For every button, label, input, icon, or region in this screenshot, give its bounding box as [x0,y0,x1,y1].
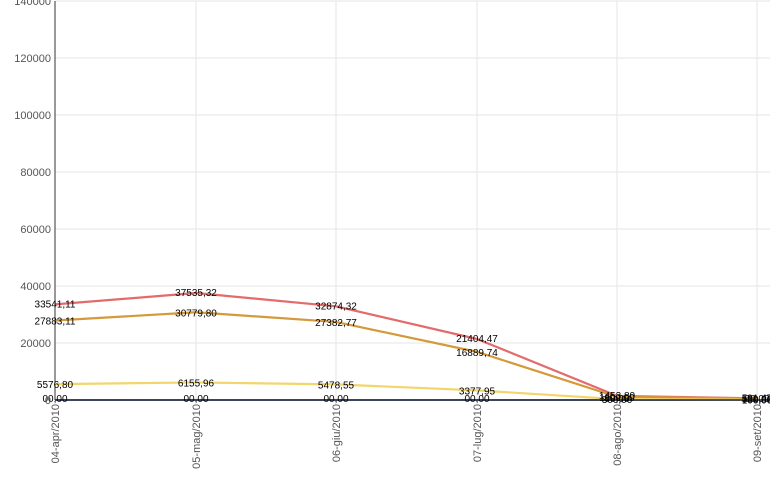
data-label: 1100,00 [599,393,635,404]
y-tick-label: 100000 [14,110,51,122]
data-label: 3377,95 [459,386,496,397]
data-labels: 33541,11 37535,32 32874,32 21404,47 1453,80 5… [35,288,770,407]
axes [54,1,770,401]
data-label: 00,00 [464,394,489,405]
data-label: 1453,80 [599,391,636,402]
data-label: 5576,80 [37,380,74,391]
data-label: 27883,11 [35,317,76,328]
data-label: 30779,80 [175,308,217,319]
y-tick-label: 0 [45,395,51,407]
data-label: 00,00 [604,394,629,405]
y-tick-label: 140000 [14,0,51,8]
x-tick-label: 07-lug/2010 [472,404,484,462]
y-tick-label: 80000 [20,167,51,179]
grid [55,0,770,400]
data-label: 32874,32 [315,301,357,312]
y-axis-tick-labels: 0 20000 40000 60000 80000 100000 120000 140000 [14,0,51,407]
series-line [54,381,758,401]
x-axis-tick-labels: 04-apr/2010 05-mag/2010 06-giu/2010 07-lug/… [50,404,764,469]
data-label: 6155,96 [178,378,215,389]
data-label: 500,00 [742,395,770,406]
data-label: 00,00 [183,394,208,405]
x-tick-label: 06-giu/2010 [331,404,343,462]
data-label: 100,00 [742,396,770,407]
x-tick-label: 05-mag/2010 [191,404,203,469]
x-tick-label: 09-set/2010 [752,404,764,462]
data-label: 33541,11 [35,299,76,310]
data-label: 37535,32 [175,288,217,299]
x-tick-label: 04-apr/2010 [50,404,62,463]
data-label: 300,00 [602,395,633,406]
data-label: 00,00 [42,394,67,405]
data-label: 21404,47 [456,334,498,345]
data-label: 00,00 [744,394,769,405]
series-line [54,311,758,400]
data-label: 27382,77 [315,318,357,329]
data-label: 5478,55 [318,380,355,391]
y-tick-label: 120000 [14,53,51,65]
x-tick-label: 08-ago/2010 [612,404,624,466]
data-label: 591,47 [742,393,770,404]
y-tick-label: 40000 [20,281,51,293]
y-tick-label: 60000 [20,224,51,236]
data-label: 16889,74 [456,348,498,359]
series-lines [54,291,758,401]
data-label: 00,00 [323,394,348,405]
y-tick-label: 20000 [20,338,51,350]
